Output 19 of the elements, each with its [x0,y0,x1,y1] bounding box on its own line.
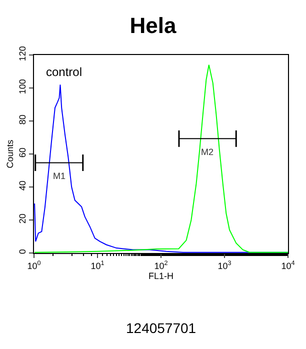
annotation: M1 [53,171,66,181]
text: 124057701 [126,320,196,336]
x-tick-label: 10$^{2}$ [154,260,168,271]
annotation: M2 [201,147,214,157]
annotation: control [46,65,82,79]
x-tick-label: 10$^{1}$ [90,260,105,271]
x-tick-label: 10$^{0}$ [27,260,42,271]
y-tick-label: 40 [17,180,28,191]
chart-title: Hela [130,12,177,38]
y-tick-label: 80 [17,114,28,125]
x-axis-title: FL1-H [148,270,174,281]
y-tick-label: 0 [17,249,28,254]
y-tick-label: 100 [17,79,28,94]
y-tick-label: 60 [17,148,28,158]
x-tick-label: 10$^{4}$ [281,260,296,271]
x-tick-label: 10$^{3}$ [218,260,232,271]
y-tick-label: 20 [17,214,28,224]
y-tick-label: 120 [17,46,28,62]
y-axis-title: Counts [4,139,15,168]
